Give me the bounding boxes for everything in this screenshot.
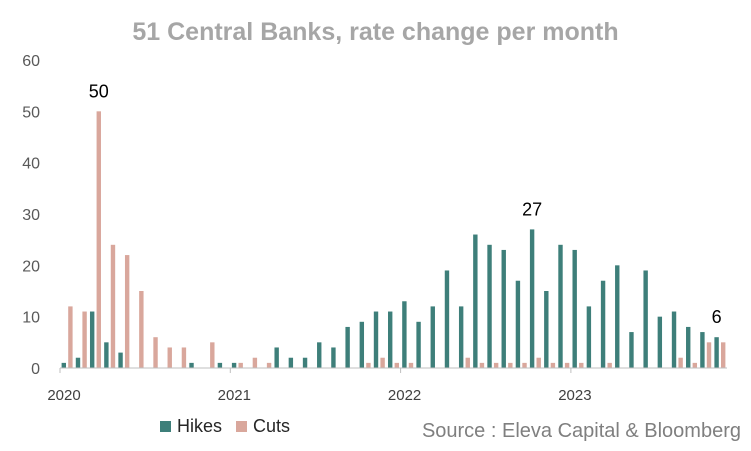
bar-cuts-2023-03: [607, 362, 612, 368]
data-label-6: 6: [712, 307, 722, 327]
bar-hikes-2020-03: [89, 311, 95, 368]
y-tick-label: 60: [22, 53, 40, 70]
data-label-27: 27: [522, 199, 542, 219]
bar-cuts-2023-11: [721, 342, 726, 368]
data-label-50: 50: [89, 81, 109, 101]
bar-hikes-2020-04: [104, 342, 109, 368]
bar-hikes-2023-02: [586, 306, 592, 368]
bars: [61, 111, 726, 368]
legend-item-hikes: Hikes: [160, 416, 222, 437]
bar-cuts-2020-08: [167, 347, 172, 368]
bar-cuts-2020-06: [139, 291, 144, 368]
bar-cuts-2023-08: [678, 357, 683, 368]
bar-cuts-2022-07: [493, 362, 499, 368]
x-tick-label-2022: 2022: [388, 387, 421, 404]
bar-cuts-2020-03: [96, 111, 101, 368]
bar-hikes-2022-10: [529, 229, 535, 368]
y-tick-label: 40: [22, 156, 40, 173]
bar-cuts-2022-11: [550, 362, 556, 368]
bar-hikes-2023-03: [600, 280, 606, 368]
bar-hikes-2020-01: [61, 362, 66, 368]
bar-cuts-2020-11: [210, 342, 215, 368]
bar-hikes-2022-07: [487, 244, 492, 368]
bar-cuts-2021-03: [266, 362, 272, 368]
bar-hikes-2020-05: [118, 352, 123, 368]
bar-hikes-2021-05: [288, 357, 294, 368]
bar-hikes-2023-06: [643, 270, 648, 368]
bar-cuts-2022-06: [479, 362, 485, 368]
bar-cuts-2022-08: [508, 362, 513, 368]
bar-hikes-2023-09: [686, 326, 691, 368]
bar-cuts-2023-09: [692, 362, 698, 368]
legend-swatch-cuts: [236, 421, 248, 432]
bar-hikes-2022-08: [501, 249, 506, 368]
bar-hikes-2023-07: [657, 316, 663, 368]
bar-hikes-2021-11: [373, 311, 379, 368]
bar-cuts-2020-07: [153, 337, 158, 368]
bar-hikes-2021-01: [231, 362, 237, 368]
y-tick-label: 50: [22, 104, 40, 121]
bar-hikes-2022-04: [444, 270, 450, 368]
bar-hikes-2021-09: [345, 326, 350, 368]
bar-cuts-2020-02: [82, 311, 87, 368]
bar-hikes-2021-12: [388, 311, 393, 368]
bar-cuts-2020-01: [68, 306, 73, 368]
bar-cuts-2021-02: [252, 357, 258, 368]
bar-hikes-2020-10: [189, 362, 194, 368]
x-axis-ticks: 2020 2021 2022 2023: [47, 368, 592, 404]
legend-label-cuts: Cuts: [253, 416, 291, 436]
bar-cuts-2020-05: [124, 255, 130, 368]
y-tick-label: 0: [31, 361, 40, 378]
x-tick-label-2021: 2021: [218, 387, 251, 404]
y-tick-label: 20: [22, 258, 40, 275]
bar-cuts-2021-12: [394, 362, 399, 368]
bar-hikes-2022-12: [558, 244, 563, 368]
annotations: 50 27 6: [89, 81, 722, 327]
bar-hikes-2020-12: [217, 362, 223, 368]
bar-hikes-2023-11: [714, 337, 719, 368]
x-tick-label-2023: 2023: [558, 387, 591, 404]
legend: Hikes Cuts: [160, 416, 304, 437]
chart-title: 51 Central Banks, rate change per month: [132, 18, 619, 46]
bar-hikes-2022-01: [402, 301, 407, 368]
bar-cuts-2022-10: [536, 357, 541, 368]
bar-hikes-2021-07: [317, 342, 322, 368]
bar-cuts-2022-01: [408, 362, 414, 368]
bar-hikes-2023-10: [700, 332, 705, 368]
bar-cuts-2021-01: [238, 362, 243, 368]
bar-cuts-2023-01: [579, 362, 584, 368]
bar-hikes-2021-04: [274, 347, 279, 368]
bar-hikes-2022-09: [515, 280, 521, 368]
bar-cuts-2022-05: [465, 357, 470, 368]
bar-cuts-2022-09: [522, 362, 527, 368]
legend-item-cuts: Cuts: [236, 416, 290, 437]
bar-cuts-2021-10: [366, 362, 371, 368]
bar-hikes-2023-04: [615, 265, 620, 368]
bar-hikes-2022-05: [458, 306, 464, 368]
bar-hikes-2022-06: [473, 234, 478, 368]
bar-hikes-2020-02: [75, 357, 81, 368]
bar-hikes-2023-05: [629, 332, 634, 368]
bar-hikes-2022-03: [430, 306, 435, 368]
bar-cuts-2021-11: [380, 357, 385, 368]
source-note: Source : Eleva Capital & Bloomberg: [421, 420, 741, 442]
x-tick-label-2020: 2020: [47, 387, 80, 404]
bar-hikes-2023-08: [671, 311, 677, 368]
legend-swatch-hikes: [160, 421, 171, 432]
bar-hikes-2022-02: [416, 321, 421, 368]
y-tick-label: 30: [22, 207, 40, 224]
bar-hikes-2021-06: [302, 357, 308, 368]
bar-hikes-2023-01: [572, 249, 577, 368]
bar-hikes-2021-08: [331, 347, 336, 368]
bar-cuts-2022-12: [564, 362, 570, 368]
bar-hikes-2022-11: [544, 291, 549, 368]
y-axis-ticks: 0 10 20 30 40 50 60: [22, 53, 40, 378]
bar-hikes-2021-10: [359, 321, 365, 368]
legend-label-hikes: Hikes: [177, 416, 223, 436]
bar-cuts-2020-09: [181, 347, 187, 368]
y-tick-label: 10: [22, 310, 40, 327]
bar-cuts-2020-04: [110, 244, 116, 368]
bar-cuts-2023-10: [706, 342, 712, 368]
